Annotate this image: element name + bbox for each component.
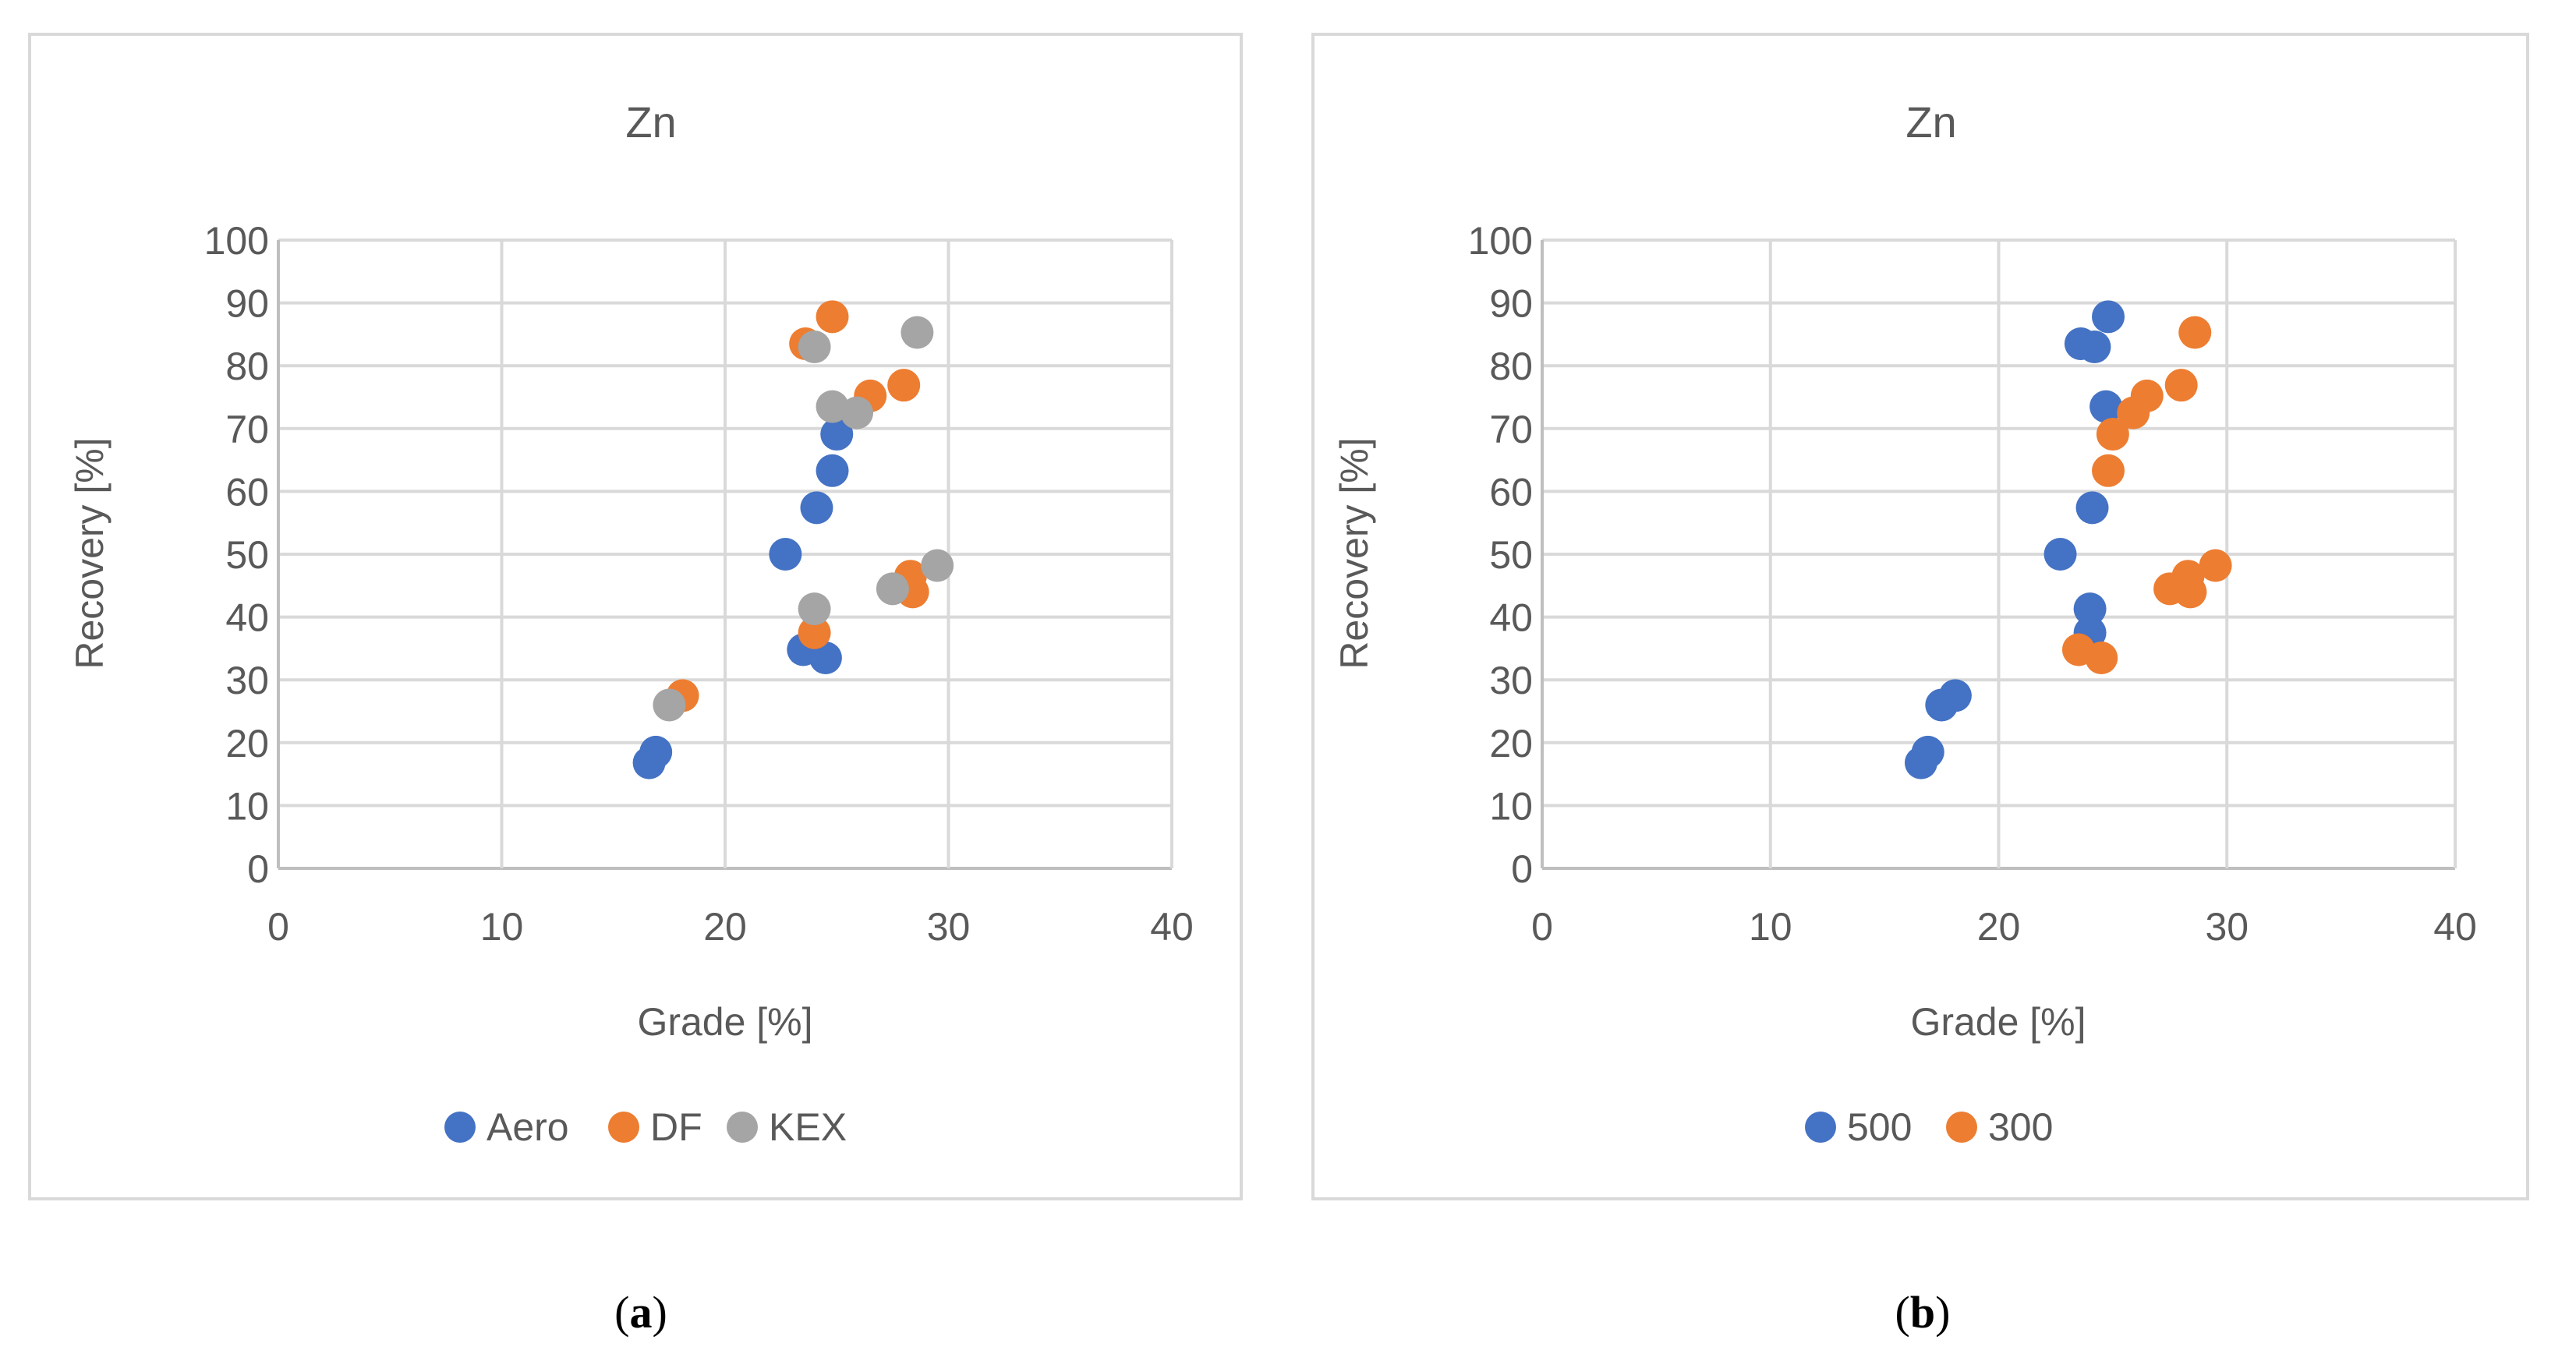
data-point-300 bbox=[2130, 379, 2164, 412]
data-point-500 bbox=[2078, 331, 2111, 364]
x-tick-label: 10 bbox=[1749, 905, 1792, 949]
data-point-kex bbox=[901, 316, 934, 349]
data-point-500 bbox=[2089, 390, 2123, 423]
x-tick-label: 30 bbox=[927, 905, 971, 949]
y-tick-label: 60 bbox=[225, 470, 269, 514]
y-tick-label: 100 bbox=[1468, 219, 1533, 263]
y-tick-label: 20 bbox=[1489, 722, 1533, 765]
y-tick-label: 50 bbox=[225, 533, 269, 577]
legend-label-df: DF bbox=[650, 1105, 702, 1149]
x-tick-label: 40 bbox=[1150, 905, 1194, 949]
data-point-aero bbox=[769, 538, 802, 571]
x-tick-label: 40 bbox=[2433, 905, 2477, 949]
data-point-500 bbox=[1911, 735, 1944, 769]
data-point-300 bbox=[2085, 641, 2118, 674]
data-point-300 bbox=[2164, 369, 2198, 402]
data-point-kex bbox=[798, 592, 831, 626]
x-tick-label: 20 bbox=[1977, 905, 2021, 949]
data-point-300 bbox=[2178, 316, 2212, 349]
y-tick-label: 100 bbox=[204, 219, 269, 263]
y-tick-label: 20 bbox=[225, 722, 269, 765]
data-point-500 bbox=[2092, 300, 2125, 334]
data-point-df bbox=[816, 300, 849, 334]
data-point-aero bbox=[820, 418, 854, 451]
data-point-kex bbox=[816, 390, 849, 423]
legend-marker-500 bbox=[1805, 1112, 1836, 1143]
data-point-kex bbox=[798, 331, 831, 364]
data-point-500 bbox=[2073, 592, 2107, 626]
data-point-500 bbox=[2043, 538, 2077, 571]
data-point-300 bbox=[2096, 418, 2129, 451]
y-tick-label: 40 bbox=[225, 596, 269, 640]
data-point-500 bbox=[2075, 491, 2109, 525]
legend-marker-300 bbox=[1946, 1112, 1977, 1143]
x-tick-label: 0 bbox=[267, 905, 289, 949]
data-point-300 bbox=[2092, 454, 2125, 487]
caption-b-letter: b bbox=[1909, 1287, 1936, 1338]
caption-a: (a) bbox=[614, 1287, 667, 1338]
y-tick-label: 30 bbox=[225, 659, 269, 702]
y-tick-label: 40 bbox=[1489, 596, 1533, 640]
x-tick-label: 0 bbox=[1531, 905, 1553, 949]
caption-b: (b) bbox=[1895, 1287, 1951, 1338]
y-tick-label: 10 bbox=[1489, 784, 1533, 828]
data-point-300 bbox=[2174, 575, 2207, 609]
y-tick-label: 60 bbox=[1489, 470, 1533, 514]
y-tick-label: 90 bbox=[1489, 282, 1533, 326]
y-tick-label: 0 bbox=[1511, 847, 1533, 891]
chart-a: Zn 0 10 20 30 40 50 60 70 80 90 100 0 10 20 30 40 Grade [… bbox=[28, 33, 1243, 1200]
data-point-df bbox=[887, 369, 921, 402]
legend-marker-aero bbox=[444, 1112, 476, 1143]
y-axis-title-a: Recovery [%] bbox=[68, 437, 111, 669]
y-tick-label: 90 bbox=[225, 282, 269, 326]
legend-label-aero: Aero bbox=[487, 1105, 569, 1149]
x-tick-label: 10 bbox=[480, 905, 524, 949]
y-axis-title-b: Recovery [%] bbox=[1332, 437, 1376, 669]
y-tick-label: 0 bbox=[247, 847, 269, 891]
data-point-aero bbox=[639, 735, 673, 769]
legend-label-500: 500 bbox=[1847, 1105, 1912, 1149]
data-point-aero bbox=[809, 641, 842, 674]
y-tick-label: 70 bbox=[1489, 408, 1533, 451]
x-tick-label: 30 bbox=[2205, 905, 2249, 949]
data-point-300 bbox=[2199, 549, 2232, 582]
caption-a-letter: a bbox=[629, 1287, 653, 1338]
chart-title-b: Zn bbox=[1905, 97, 1956, 147]
data-point-df bbox=[798, 616, 831, 649]
data-point-500 bbox=[1938, 679, 1972, 712]
x-axis-title-a: Grade [%] bbox=[637, 1000, 812, 1044]
data-point-kex bbox=[653, 688, 686, 722]
y-tick-label: 80 bbox=[1489, 345, 1533, 388]
y-tick-label: 80 bbox=[225, 345, 269, 388]
data-point-aero bbox=[816, 454, 849, 487]
data-point-kex bbox=[876, 572, 909, 606]
x-axis-title-b: Grade [%] bbox=[1910, 1000, 2086, 1044]
data-point-kex bbox=[921, 549, 954, 582]
y-tick-label: 70 bbox=[225, 408, 269, 451]
chart-title-a: Zn bbox=[625, 97, 676, 147]
legend-label-300: 300 bbox=[1988, 1105, 2053, 1149]
chart-b: Zn 0 10 20 30 40 50 60 70 80 90 100 0 10 20 30 40 Grade [… bbox=[1311, 33, 2529, 1200]
legend-label-kex: KEX bbox=[769, 1105, 847, 1149]
legend-marker-df bbox=[608, 1112, 639, 1143]
y-tick-label: 30 bbox=[1489, 659, 1533, 702]
data-point-kex bbox=[840, 396, 874, 429]
y-tick-label: 50 bbox=[1489, 533, 1533, 577]
x-tick-label: 20 bbox=[703, 905, 747, 949]
legend-marker-kex bbox=[727, 1112, 758, 1143]
y-tick-label: 10 bbox=[225, 784, 269, 828]
data-point-aero bbox=[800, 491, 833, 525]
